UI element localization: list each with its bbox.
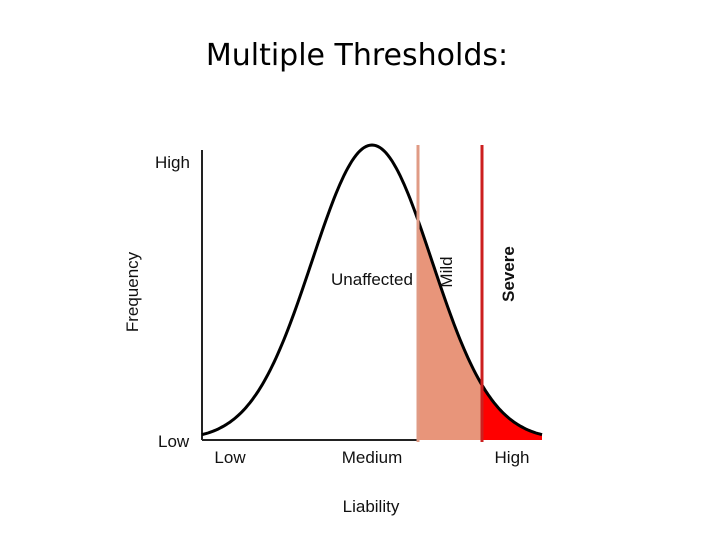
y-low-label: Low	[158, 432, 190, 451]
severe-region-fill	[482, 385, 542, 440]
x-tick-high: High	[495, 448, 530, 467]
mild-threshold-label: Mild	[437, 256, 456, 287]
mild-region-fill	[418, 220, 482, 440]
slide-title: Multiple Thresholds:	[205, 38, 509, 73]
x-tick-low: Low	[214, 448, 246, 467]
severe-threshold-label: Severe	[499, 246, 518, 302]
unaffected-label: Unaffected	[331, 270, 413, 289]
y-high-label: High	[155, 153, 190, 172]
y-axis-label: Frequency	[123, 251, 142, 332]
x-axis-label: Liability	[343, 497, 400, 516]
liability-distribution-curve	[201, 143, 543, 437]
x-tick-medium: Medium	[342, 448, 402, 467]
